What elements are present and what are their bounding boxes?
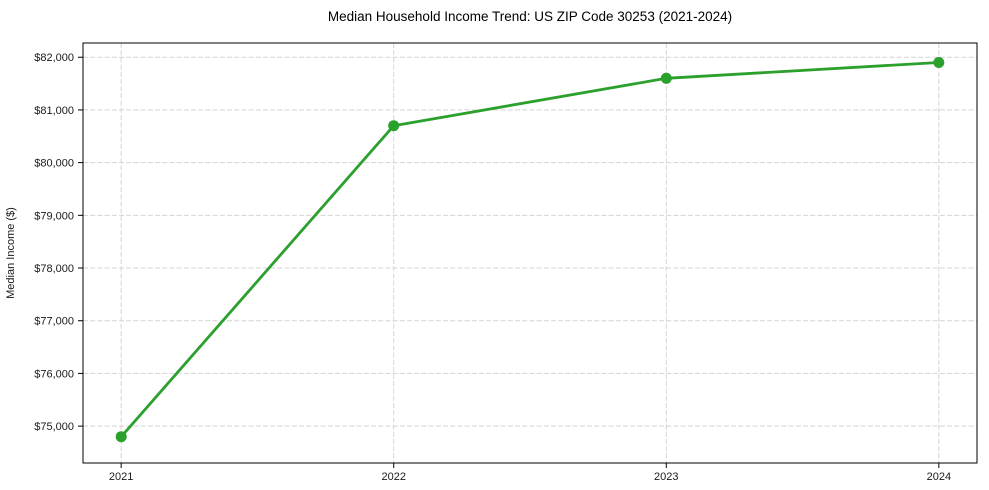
data-series <box>115 57 945 443</box>
y-tick-label: $81,000 <box>34 105 74 117</box>
chart-title: Median Household Income Trend: US ZIP Co… <box>328 9 732 24</box>
y-tick-label: $78,000 <box>34 263 74 275</box>
data-point-2023 <box>660 72 672 84</box>
x-tick-label: 2024 <box>927 471 951 483</box>
data-point-2021 <box>115 431 127 443</box>
y-axis-label: Median Income ($) <box>5 207 17 299</box>
x-tick-label: 2022 <box>381 471 405 483</box>
y-tick-label: $82,000 <box>34 52 74 64</box>
y-tick-label: $75,000 <box>34 421 74 433</box>
axes: $75,000 $76,000 $77,000 $78,000 $79,000 $80,0… <box>34 42 978 483</box>
trend-line <box>119 61 941 439</box>
y-tick-label: $79,000 <box>34 210 74 222</box>
x-tick-label: 2021 <box>109 471 133 483</box>
plot-border <box>82 42 978 464</box>
y-tick-label: $80,000 <box>34 158 74 170</box>
y-tick-label: $77,000 <box>34 316 74 328</box>
data-point-2022 <box>388 120 400 132</box>
gridlines <box>83 43 977 463</box>
x-tick-label: 2023 <box>654 471 678 483</box>
y-tick-label: $76,000 <box>34 368 74 380</box>
data-point-2024 <box>933 57 945 68</box>
